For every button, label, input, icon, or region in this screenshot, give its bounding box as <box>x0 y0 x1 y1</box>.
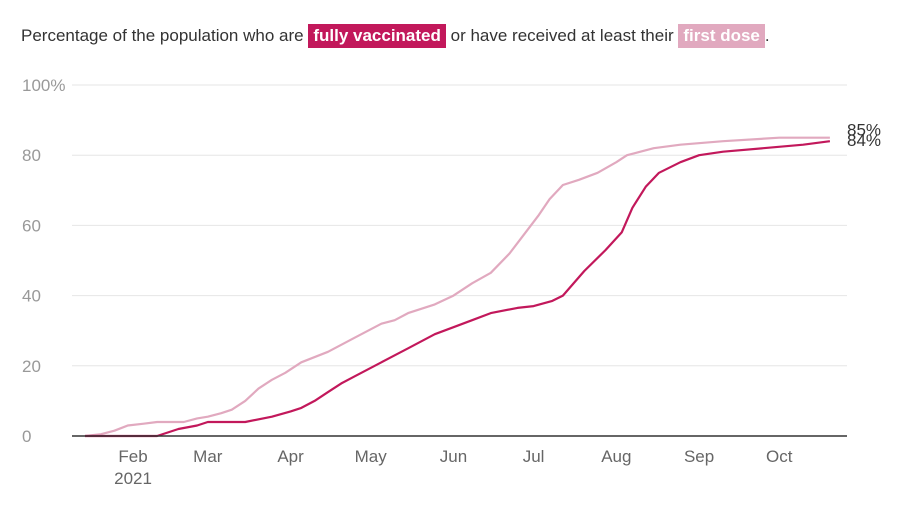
x-tick-label: Aug <box>601 447 631 466</box>
end-label-fully-vaccinated: 84% <box>847 131 881 150</box>
title-middle: or have received at least their <box>450 26 674 45</box>
end-label-first-dose: 85% <box>847 121 881 140</box>
y-tick-label: 40 <box>22 287 41 306</box>
series-line-fully-vaccinated <box>85 140 831 438</box>
y-tick-label: 60 <box>22 216 41 235</box>
chart-title: Percentage of the population who are ful… <box>21 24 770 48</box>
x-tick-label: Oct <box>766 447 793 466</box>
x-tick-label: Apr <box>277 447 304 466</box>
y-tick-label: 20 <box>22 357 41 376</box>
first-dose-highlight: first dose <box>678 24 765 48</box>
x-tick-label: Jul <box>523 447 545 466</box>
x-tick-label: May <box>355 447 388 466</box>
x-tick-sublabel: 2021 <box>114 469 152 488</box>
series-line-first-dose <box>84 136 830 438</box>
x-tick-label: Mar <box>193 447 223 466</box>
y-tick-label: 80 <box>22 146 41 165</box>
title-prefix: Percentage of the population who are <box>21 26 304 45</box>
x-tick-label: Sep <box>684 447 714 466</box>
x-tick-label: Feb <box>118 447 147 466</box>
y-tick-label: 0 <box>22 427 31 446</box>
x-tick-label: Jun <box>440 447 467 466</box>
fully-vaccinated-highlight: fully vaccinated <box>308 24 446 48</box>
y-tick-label: 100% <box>22 76 65 95</box>
title-suffix: . <box>764 26 770 45</box>
